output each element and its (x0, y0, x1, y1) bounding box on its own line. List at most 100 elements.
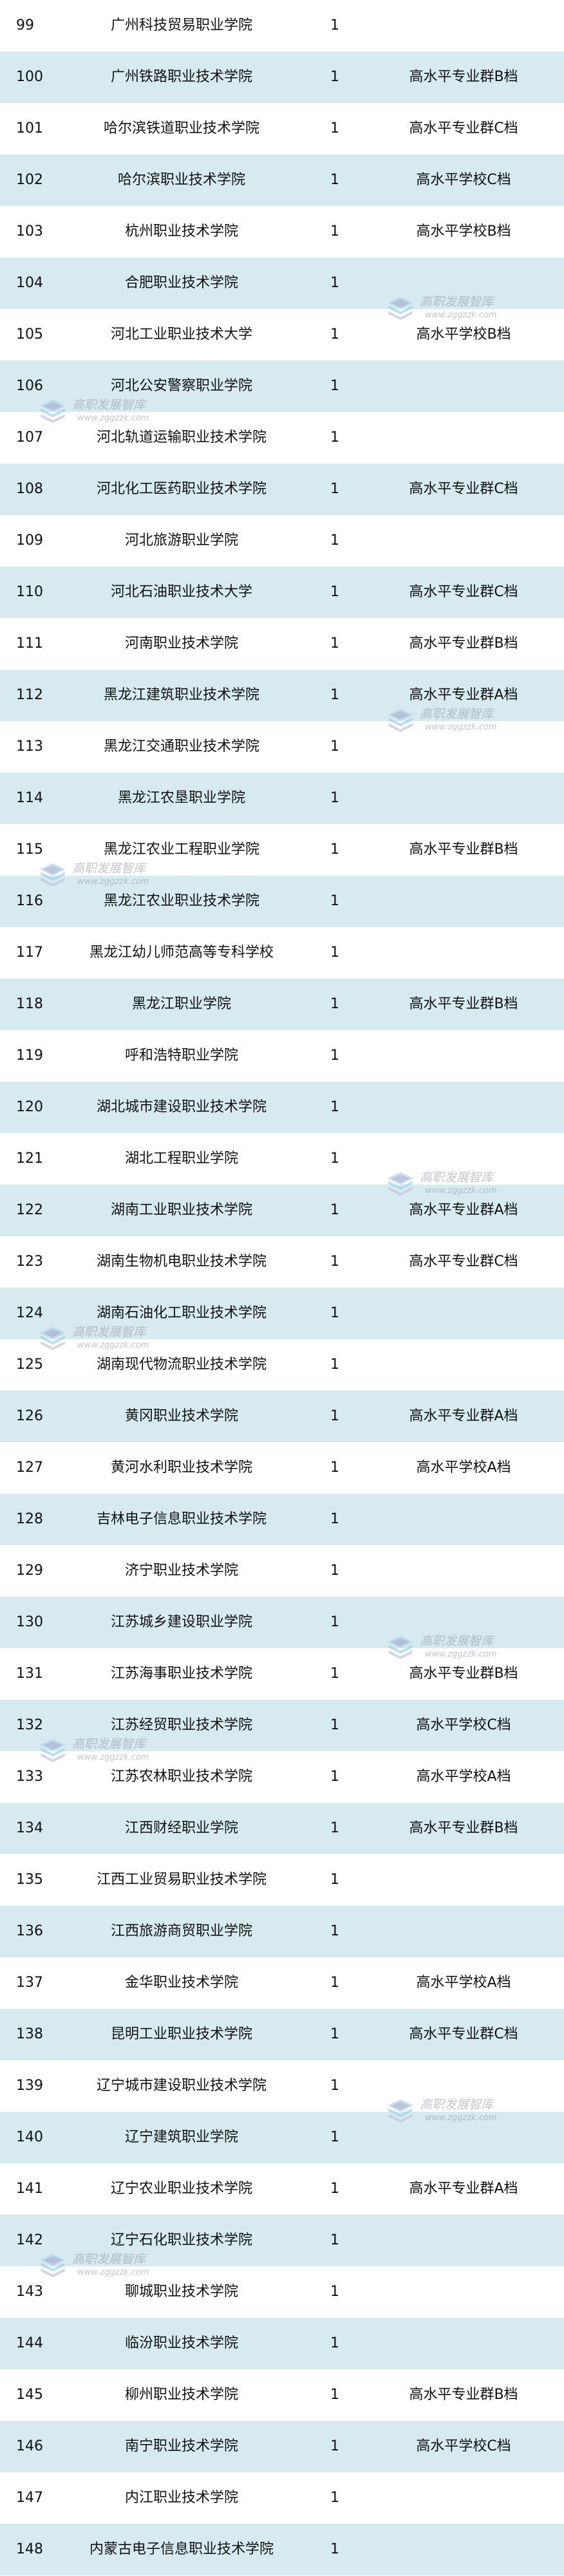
row-number-cell: 142 (16, 2215, 43, 2266)
row-number-cell: 127 (16, 1442, 43, 1494)
table-row: 140 辽宁建筑职业学院 1 (0, 2112, 564, 2163)
table-row: 143 聊城职业技术学院 1 (0, 2266, 564, 2318)
college-name: 河北公安警察职业学院 (110, 378, 252, 394)
row-number-cell: 115 (16, 824, 43, 876)
count-value: 1 (330, 2232, 339, 2248)
row-number: 146 (16, 2438, 43, 2454)
table-row: 134 江西财经职业学院 1 高水平专业群B档 (0, 1803, 564, 1854)
college-name-cell: 吉林电子信息职业技术学院 (59, 1494, 304, 1545)
college-name: 聊城职业技术学院 (124, 2284, 238, 2300)
level-tag-cell (380, 1545, 547, 1597)
college-name-cell: 江苏经贸职业技术学院 (59, 1700, 304, 1751)
row-number: 118 (16, 996, 43, 1012)
count-value: 1 (330, 996, 339, 1012)
level-tag: 高水平专业群B档 (409, 2387, 518, 2403)
table-row: 114 黑龙江农垦职业学院 1 (0, 773, 564, 824)
level-tag-cell: 高水平专业群B档 (380, 2369, 547, 2421)
level-tag: 高水平专业群B档 (409, 996, 518, 1012)
college-name: 合肥职业技术学院 (124, 275, 238, 291)
row-number-cell: 143 (16, 2266, 43, 2318)
count-value-cell: 1 (325, 258, 344, 309)
count-value-cell: 1 (325, 1494, 344, 1545)
level-tag: 高水平学校C档 (416, 1717, 511, 1733)
count-value-cell: 1 (325, 1030, 344, 1082)
level-tag-cell (380, 1339, 547, 1391)
college-name-cell: 湖南生物机电职业技术学院 (59, 1236, 304, 1288)
count-value: 1 (330, 120, 339, 136)
level-tag-cell: 高水平专业群C档 (380, 567, 547, 618)
table-row: 136 江西旅游商贸职业学院 1 (0, 1906, 564, 1957)
row-number-cell: 106 (16, 361, 43, 412)
level-tag: 高水平学校C档 (416, 172, 511, 188)
row-number-cell: 119 (16, 1030, 43, 1082)
level-tag: 高水平专业群B档 (409, 69, 518, 85)
college-name-cell: 广州科技贸易职业学院 (59, 0, 304, 52)
count-value: 1 (330, 17, 339, 33)
row-number-cell: 107 (16, 412, 43, 464)
count-value: 1 (330, 2490, 339, 2506)
row-number-cell: 144 (16, 2318, 43, 2369)
college-name-cell: 金华职业技术学院 (59, 1957, 304, 2009)
college-name-cell: 黑龙江农业职业技术学院 (59, 876, 304, 927)
count-value: 1 (330, 1305, 339, 1321)
row-number-cell: 124 (16, 1288, 43, 1339)
college-name-cell: 黑龙江农垦职业学院 (59, 773, 304, 824)
table-row: 104 合肥职业技术学院 1 (0, 258, 564, 309)
level-tag-cell (380, 1082, 547, 1133)
count-value-cell: 1 (325, 412, 344, 464)
row-number: 140 (16, 2129, 43, 2145)
row-number: 114 (16, 790, 43, 806)
table-row: 138 昆明工业职业技术学院 1 高水平专业群C档 (0, 2009, 564, 2060)
row-number: 135 (16, 1872, 43, 1888)
level-tag-cell: 高水平学校A档 (380, 1751, 547, 1803)
row-number: 142 (16, 2232, 43, 2248)
count-value: 1 (330, 1099, 339, 1115)
table-row: 106 河北公安警察职业学院 1 (0, 361, 564, 412)
count-value: 1 (330, 326, 339, 343)
count-value-cell: 1 (325, 824, 344, 876)
row-number-cell: 129 (16, 1545, 43, 1597)
row-number-cell: 116 (16, 876, 43, 927)
table-row: 110 河北石油职业技术大学 1 高水平专业群C档 (0, 567, 564, 618)
level-tag-cell: 高水平专业群C档 (380, 103, 547, 155)
row-number: 105 (16, 326, 43, 343)
college-name: 广州铁路职业技术学院 (110, 69, 252, 85)
level-tag: 高水平学校B档 (416, 326, 511, 343)
count-value-cell: 1 (325, 1082, 344, 1133)
count-value-cell: 1 (325, 309, 344, 361)
college-name: 黑龙江幼儿师范高等专科学校 (89, 945, 274, 961)
row-number-cell: 140 (16, 2112, 43, 2163)
level-tag-cell: 高水平学校A档 (380, 1957, 547, 2009)
table-row: 117 黑龙江幼儿师范高等专科学校 1 (0, 927, 564, 979)
college-name: 河北旅游职业学院 (124, 532, 238, 549)
row-number: 108 (16, 481, 43, 497)
college-name: 湖北城市建设职业技术学院 (96, 1099, 267, 1115)
count-value: 1 (330, 1769, 339, 1785)
college-name-cell: 黑龙江职业学院 (59, 979, 304, 1030)
row-number-cell: 135 (16, 1854, 43, 1906)
count-value: 1 (330, 69, 339, 85)
row-number: 134 (16, 1820, 43, 1836)
level-tag-cell: 高水平专业群A档 (380, 2163, 547, 2215)
level-tag: 高水平学校A档 (416, 1460, 511, 1476)
row-number: 113 (16, 738, 43, 755)
count-value-cell: 1 (325, 1339, 344, 1391)
college-name-cell: 河北工业职业技术大学 (59, 309, 304, 361)
level-tag: 高水平专业群B档 (409, 635, 518, 652)
college-name: 河北轨道运输职业技术学院 (96, 429, 267, 446)
level-tag: 高水平学校B档 (416, 223, 511, 240)
table-row: 124 湖南石油化工职业技术学院 1 (0, 1288, 564, 1339)
count-value-cell: 1 (325, 1957, 344, 2009)
college-name: 广州科技贸易职业学院 (110, 17, 252, 33)
level-tag: 高水平学校A档 (416, 1975, 511, 1991)
table-row: 123 湖南生物机电职业技术学院 1 高水平专业群C档 (0, 1236, 564, 1288)
row-number: 107 (16, 429, 43, 446)
row-number: 116 (16, 893, 43, 909)
college-name: 辽宁石化职业技术学院 (110, 2232, 252, 2248)
college-name: 湖北工程职业学院 (124, 1151, 238, 1167)
count-value: 1 (330, 1872, 339, 1888)
row-number: 127 (16, 1460, 43, 1476)
level-tag-cell: 高水平专业群B档 (380, 52, 547, 103)
count-value: 1 (330, 1408, 339, 1424)
college-name-cell: 聊城职业技术学院 (59, 2266, 304, 2318)
